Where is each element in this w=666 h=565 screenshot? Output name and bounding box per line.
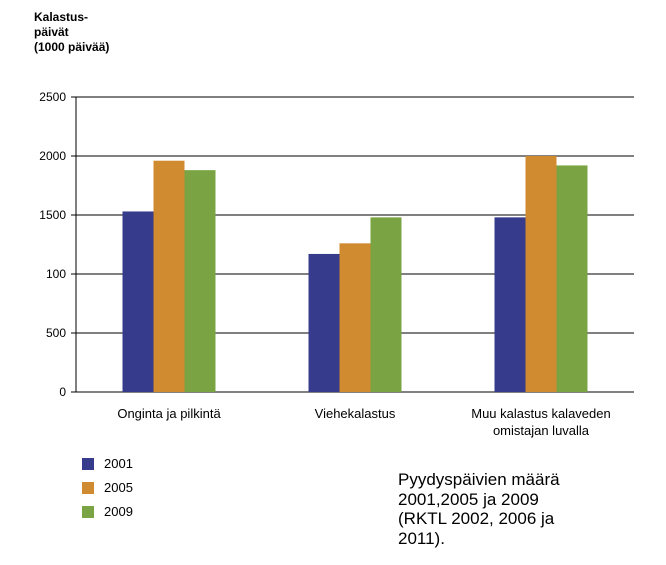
y-tick-label: 0: [59, 385, 66, 399]
x-category-label: Viehekalastus: [315, 406, 396, 421]
legend-swatch: [82, 505, 94, 518]
bar-2001-2: [494, 217, 526, 392]
y-tick-label: 100: [46, 267, 66, 281]
bar-2001-0: [122, 211, 154, 392]
y-axis-title-line: Kalastus-: [34, 10, 89, 24]
bar-2005-0: [153, 160, 185, 392]
bar-2001-1: [308, 253, 340, 392]
y-tick-label: 2500: [39, 90, 66, 104]
legend: 2001 2005 2009: [82, 455, 133, 527]
legend-swatch: [82, 457, 94, 470]
caption-line: (RKTL 2002, 2006 ja: [398, 509, 555, 528]
bar-2005-1: [339, 243, 371, 392]
x-category-label: Muu kalastus kalaveden: [471, 406, 610, 421]
legend-item-2001: 2001: [82, 455, 133, 472]
y-tick-label: 500: [46, 326, 66, 340]
figure-caption: Pyydyspäivien määrä 2001,2005 ja 2009 (R…: [398, 470, 628, 548]
legend-label: 2005: [104, 480, 133, 495]
y-axis-title: Kalastus- päivät (1000 päivää): [34, 10, 109, 55]
bar-chart: 0 500 100 1500 2000 2500 Onginta ja pilkintä Vi…: [39, 90, 634, 438]
bar-2009-2: [556, 165, 588, 392]
legend-item-2009: 2009: [82, 503, 133, 520]
bar-2009-1: [370, 217, 402, 392]
bar-2009-0: [184, 170, 216, 392]
bar-2005-2: [525, 156, 557, 392]
y-axis-title-line: päivät: [34, 25, 69, 39]
x-category-label: Onginta ja pilkintä: [117, 406, 221, 421]
x-category-label: omistajan luvalla: [493, 423, 590, 438]
legend-swatch: [82, 481, 94, 494]
caption-line: Pyydyspäivien määrä: [398, 470, 560, 489]
y-tick-label: 1500: [39, 208, 66, 222]
legend-item-2005: 2005: [82, 479, 133, 496]
caption-line: 2001,2005 ja 2009: [398, 489, 539, 509]
caption-line: 2011).: [398, 528, 445, 548]
legend-label: 2001: [104, 456, 133, 471]
y-axis-title-line: (1000 päivää): [34, 40, 110, 54]
y-tick-label: 2000: [39, 149, 66, 163]
legend-label: 2009: [104, 504, 133, 519]
